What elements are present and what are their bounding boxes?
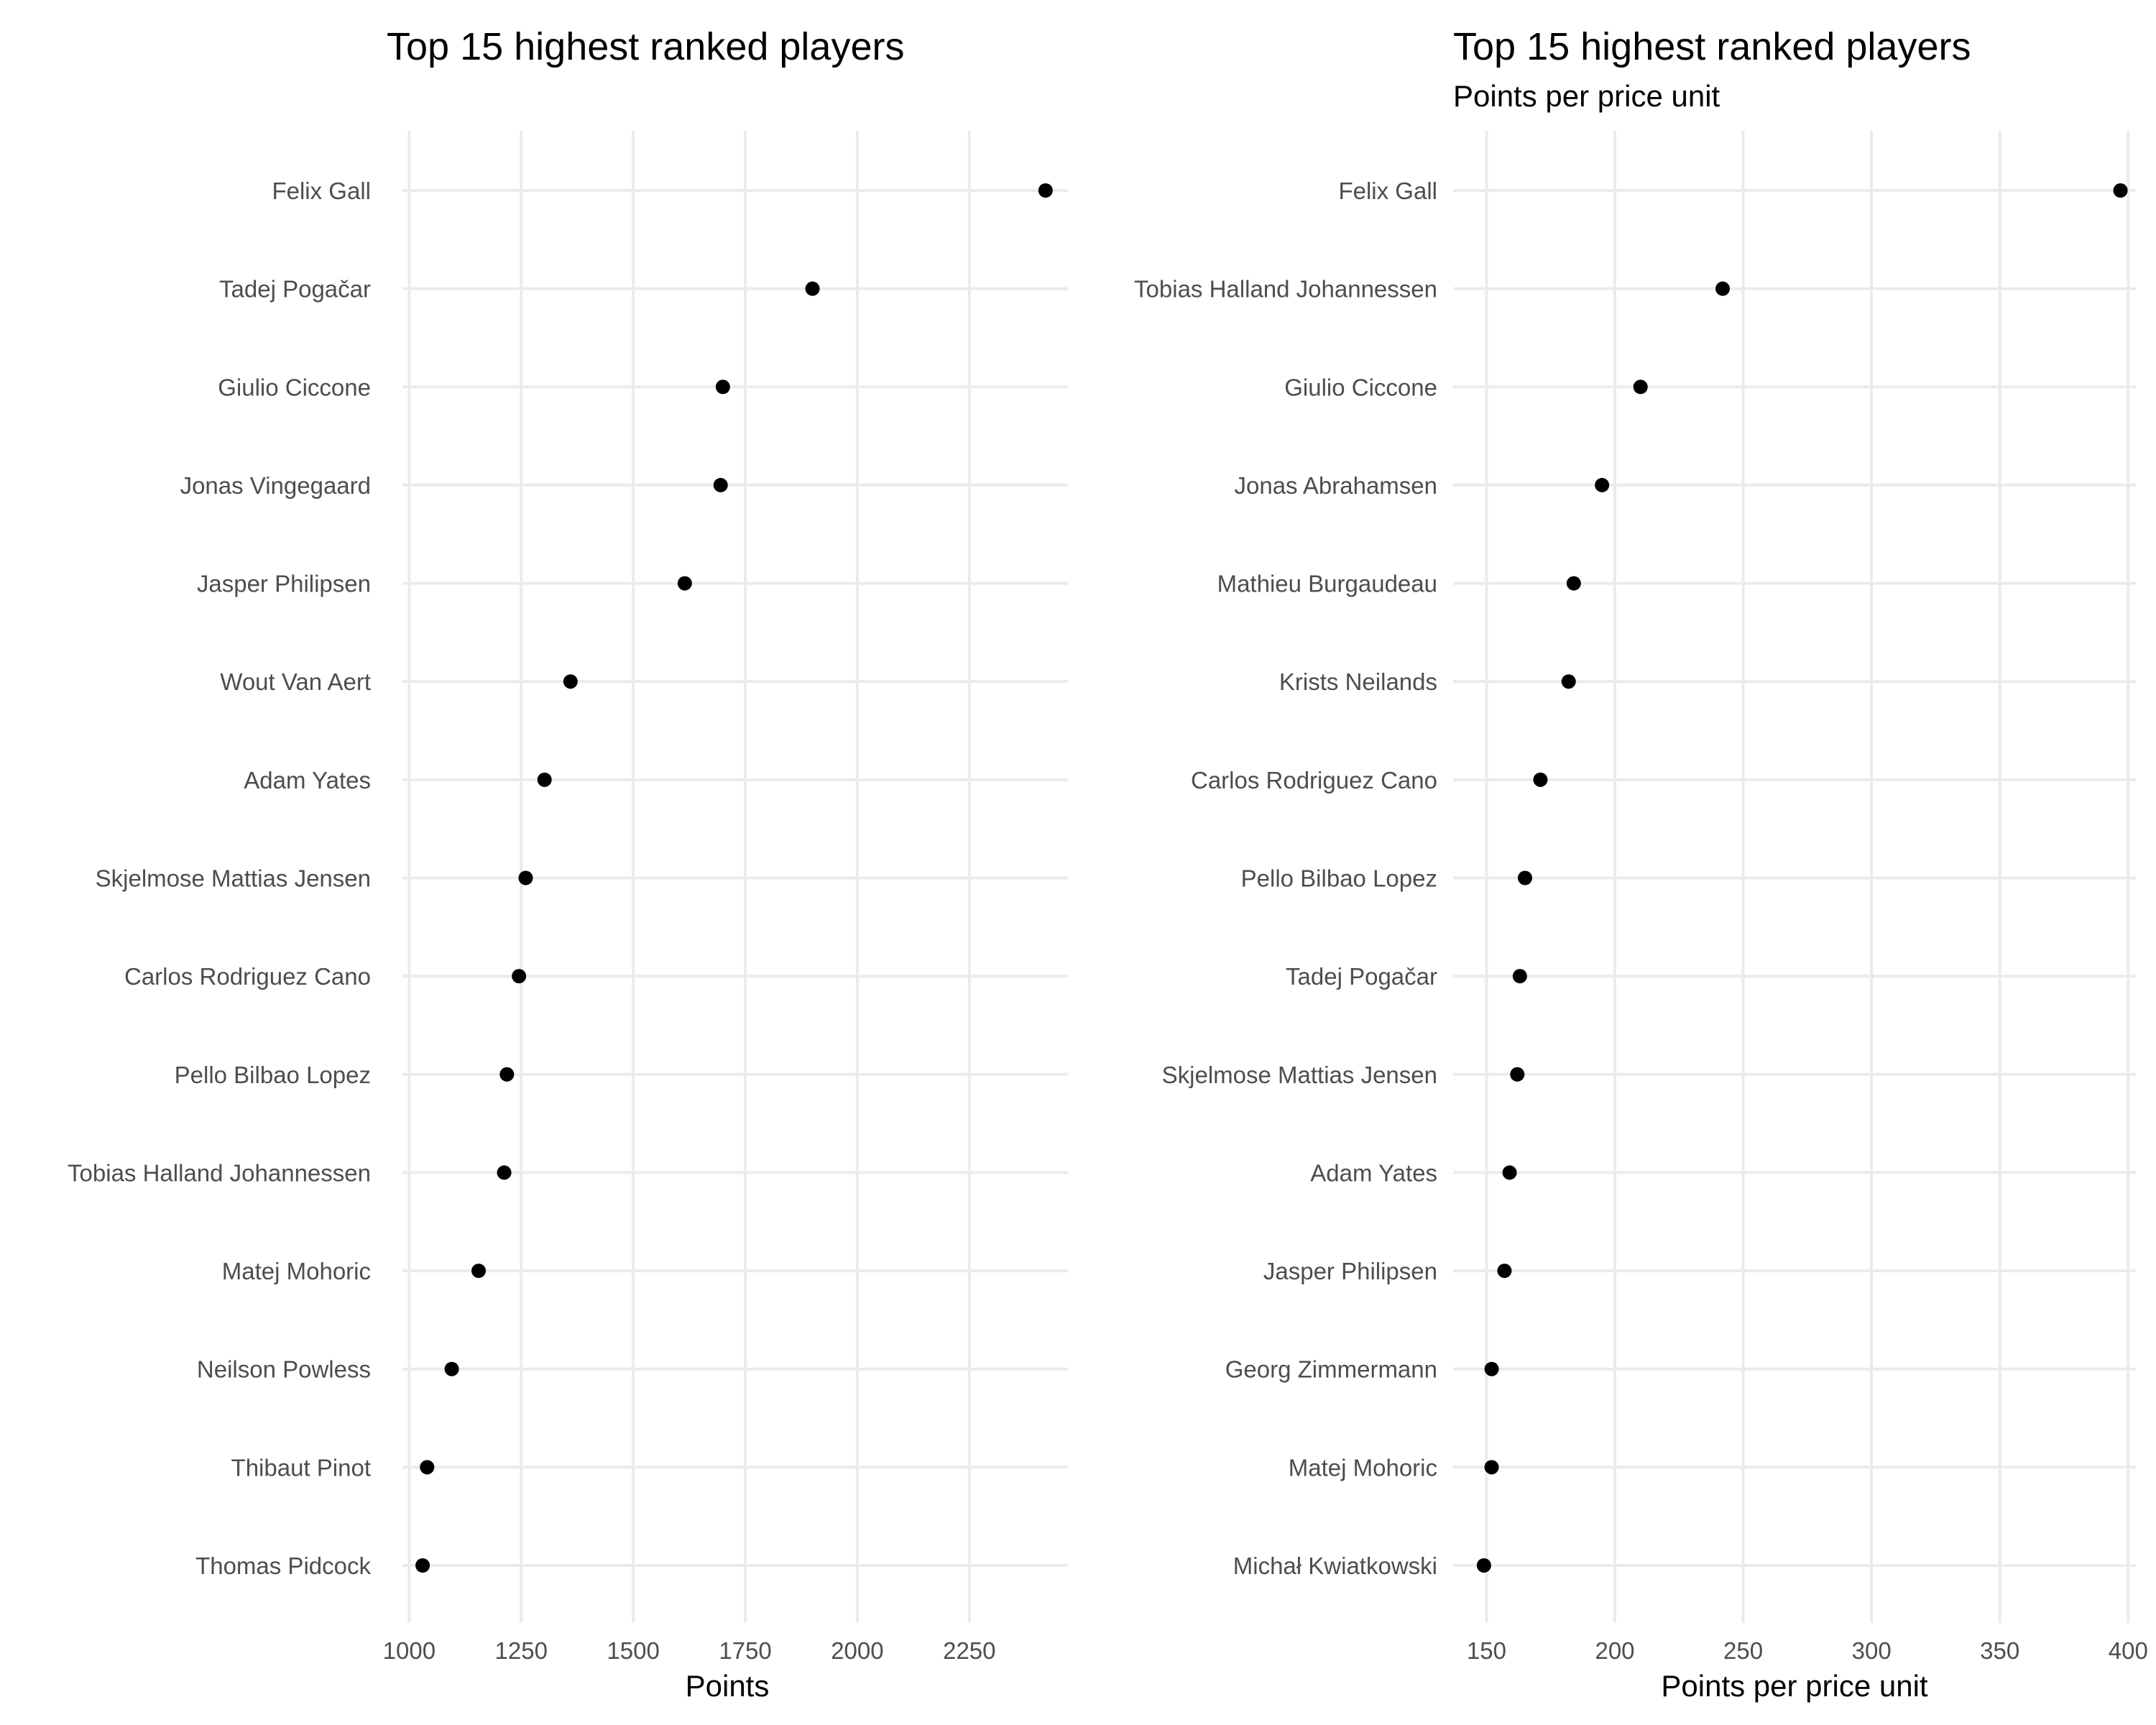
left-data-point [677, 576, 692, 591]
right-x-tick-label: 150 [1467, 1637, 1506, 1664]
left-data-point [537, 772, 552, 787]
right-data-point [1502, 1165, 1517, 1180]
right-x-tick-label: 300 [1852, 1637, 1892, 1664]
left-data-point [471, 1264, 487, 1279]
right-data-point [1484, 1361, 1499, 1376]
left-category-label: Thibaut Pinot [231, 1454, 371, 1481]
right-data-point [1476, 1558, 1491, 1573]
right-category-label: Michał Kwiatkowski [1233, 1552, 1437, 1579]
left-data-point [713, 477, 728, 492]
left-x-tick-label: 2250 [943, 1637, 995, 1664]
right-chart-title: Top 15 highest ranked players [1453, 25, 1971, 68]
left-data-point [1038, 183, 1053, 198]
left-data-point [444, 1361, 459, 1376]
left-category-label: Giulio Ciccone [218, 374, 371, 400]
left-data-point [512, 969, 527, 984]
right-category-label: Mathieu Burgaudeau [1217, 571, 1437, 597]
left-category-label: Felix Gall [272, 178, 371, 204]
left-category-label: Carlos Rodriguez Cano [124, 963, 371, 990]
left-chart-title: Top 15 highest ranked players [387, 25, 905, 68]
left-x-tick-label: 1500 [607, 1637, 659, 1664]
right-x-axis-label: Points per price unit [1661, 1669, 1928, 1703]
right-category-label: Jasper Philipsen [1263, 1258, 1437, 1284]
left-x-tick-label: 1000 [383, 1637, 436, 1664]
left-data-point [499, 1067, 515, 1082]
right-data-point [1561, 674, 1576, 689]
right-x-tick-label: 250 [1723, 1637, 1763, 1664]
right-data-point [1512, 969, 1527, 984]
left-category-label: Jasper Philipsen [197, 571, 371, 597]
left-category-label: Wout Van Aert [220, 668, 371, 695]
left-category-label: Jonas Vingegaard [180, 472, 371, 499]
right-category-label: Georg Zimmermann [1225, 1356, 1437, 1383]
left-x-tick-label: 1250 [495, 1637, 548, 1664]
left-category-label: Tobias Halland Johannessen [68, 1159, 371, 1186]
left-x-tick-label: 1750 [719, 1637, 771, 1664]
right-category-label: Tadej Pogačar [1286, 963, 1437, 990]
left-data-point [497, 1165, 512, 1180]
left-data-point [563, 674, 578, 689]
right-category-label: Skjelmose Mattias Jensen [1162, 1062, 1437, 1088]
right-x-tick-label: 350 [1980, 1637, 2019, 1664]
left-category-label: Pello Bilbao Lopez [175, 1062, 371, 1088]
left-category-label: Adam Yates [244, 767, 371, 794]
right-data-point [1518, 870, 1532, 886]
right-x-tick-label: 400 [2109, 1637, 2148, 1664]
right-category-label: Krists Neilands [1279, 668, 1437, 695]
right-category-label: Giulio Ciccone [1284, 374, 1437, 400]
right-category-label: Carlos Rodriguez Cano [1191, 767, 1437, 794]
right-data-point [1566, 576, 1581, 591]
right-data-point [1484, 1460, 1499, 1475]
left-data-point [420, 1460, 435, 1475]
left-data-point [518, 870, 533, 886]
right-data-point [1533, 772, 1548, 787]
right-data-point [1595, 477, 1610, 492]
left-x-tick-label: 2000 [831, 1637, 883, 1664]
right-data-point [1633, 380, 1648, 395]
right-category-label: Matej Mohoric [1289, 1454, 1437, 1481]
right-category-label: Tobias Halland Johannessen [1134, 276, 1437, 303]
right-x-tick-label: 200 [1595, 1637, 1634, 1664]
left-data-point [415, 1558, 430, 1573]
left-category-label: Tadej Pogačar [219, 276, 371, 303]
right-data-point [1715, 281, 1730, 296]
right-chart-subtitle: Points per price unit [1453, 79, 1720, 113]
left-category-label: Thomas Pidcock [195, 1552, 371, 1579]
left-data-point [805, 281, 820, 296]
left-category-label: Skjelmose Mattias Jensen [96, 865, 371, 892]
right-category-label: Felix Gall [1338, 178, 1437, 204]
right-data-point [1510, 1067, 1525, 1082]
right-category-label: Adam Yates [1310, 1159, 1437, 1186]
right-category-label: Pello Bilbao Lopez [1241, 865, 1437, 892]
left-category-label: Neilson Powless [197, 1356, 371, 1383]
left-data-point [715, 380, 730, 395]
left-category-label: Matej Mohoric [222, 1258, 371, 1284]
right-data-point [1497, 1264, 1512, 1279]
left-x-axis-label: Points [686, 1669, 770, 1703]
right-data-point [2113, 183, 2128, 198]
right-category-label: Jonas Abrahamsen [1234, 472, 1437, 499]
